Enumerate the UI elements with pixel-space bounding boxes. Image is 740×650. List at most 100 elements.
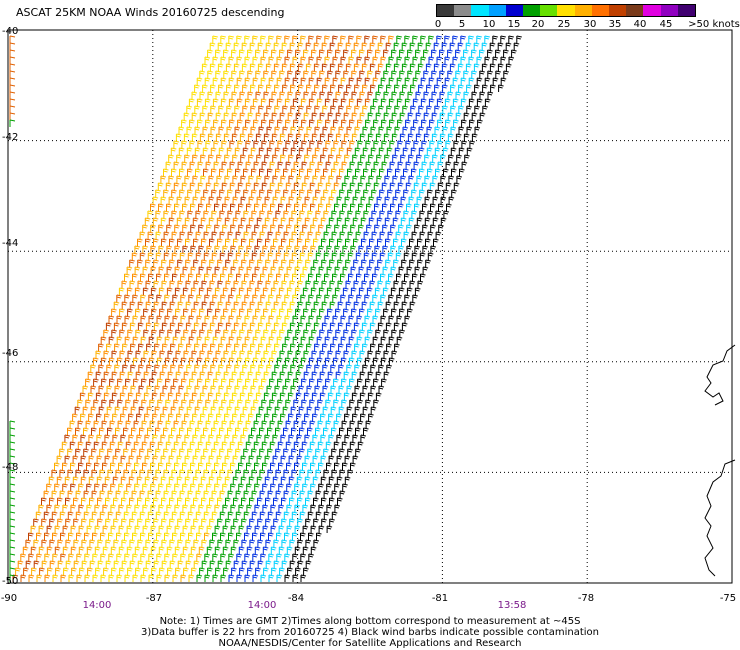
wind-barb [217,280,224,288]
wind-barb [150,462,156,470]
wind-barb [402,84,408,92]
wind-barb [401,322,408,330]
wind-barb [239,70,245,78]
wind-barb [199,91,206,99]
wind-barb [120,413,126,421]
wind-barb [398,224,404,232]
wind-barb [155,469,161,477]
wind-barb [228,77,235,85]
wind-barb [198,462,204,470]
wind-barb [70,504,76,512]
wind-barb [287,91,294,99]
lat-label: -40 [2,26,19,37]
wind-barb [291,469,297,477]
wind-barb [205,399,211,407]
wind-barb [59,490,66,498]
wind-barb [218,105,224,113]
wind-barb [201,280,208,288]
wind-barb [93,378,99,386]
wind-barb [240,175,246,183]
wind-barb [79,392,86,400]
wind-barb [471,133,478,141]
wind-barb [248,413,254,421]
wind-barb [321,259,327,267]
wind-barb [328,476,335,484]
wind-barb [251,210,257,218]
wind-barb [422,245,428,253]
wind-barb [479,70,485,78]
wind-barb [356,294,362,302]
wind-barb [365,161,372,169]
wind-barb [380,273,386,281]
wind-barb [381,119,387,127]
wind-barb [407,308,413,316]
wind-barb [456,175,462,183]
wind-barb [400,154,406,162]
wind-barb [342,266,349,274]
wind-barb [305,497,311,505]
wind-barb [218,343,224,351]
wind-barb [153,259,159,267]
wind-barb [194,343,200,351]
wind-barb [300,35,306,43]
wind-barb [398,287,405,295]
wind-barb [165,441,172,449]
wind-barb [151,329,157,337]
wind-barb [292,574,299,582]
wind-barb [292,357,299,365]
wind-barb [116,315,123,323]
wind-barb [179,189,185,197]
wind-barb [292,294,298,302]
wind-barb [317,399,323,407]
wind-barb [330,343,336,351]
wind-barb [191,392,198,400]
wind-barb [190,546,197,554]
wind-barb [363,210,369,218]
wind-barb [343,91,350,99]
wind-barb [153,238,159,246]
wind-barb [396,315,403,323]
wind-barb [457,42,464,50]
wind-barb [338,147,345,155]
wind-barb [56,455,63,463]
lon-label: -81 [431,593,449,604]
wind-barb [297,301,304,309]
wind-barb [391,329,397,337]
wind-barb [343,133,350,141]
wind-barb [238,483,244,491]
lon-label: -78 [577,593,595,604]
wind-barb [386,84,392,92]
wind-barb [311,112,318,120]
wind-barb [487,70,493,78]
wind-barb [226,147,233,155]
wind-barb [158,245,164,253]
wind-barb [113,539,119,547]
wind-barb [103,371,110,379]
wind-barb [317,378,323,386]
wind-barb [443,168,449,176]
wind-barb [179,210,185,218]
wind-barb [213,378,219,386]
wind-barb [144,217,151,225]
wind-barb [257,497,263,505]
wind-barb [394,84,400,92]
wind-barb [128,476,135,484]
wind-barb [209,539,215,547]
wind-barb [461,119,467,127]
wind-barb [436,98,443,106]
wind-barb [112,413,118,421]
wind-barb [409,301,416,309]
wind-barb [255,329,261,337]
wind-barb [241,322,248,330]
wind-barb [132,357,139,365]
wind-barb [188,98,195,106]
wind-barb [263,112,270,120]
wind-barb [199,112,206,120]
wind-barb [457,63,464,71]
wind-barb [373,161,380,169]
wind-barb [382,203,388,211]
wind-barb [9,42,16,50]
wind-barb [455,112,462,120]
wind-barb [356,336,363,344]
wind-barb [142,462,148,470]
